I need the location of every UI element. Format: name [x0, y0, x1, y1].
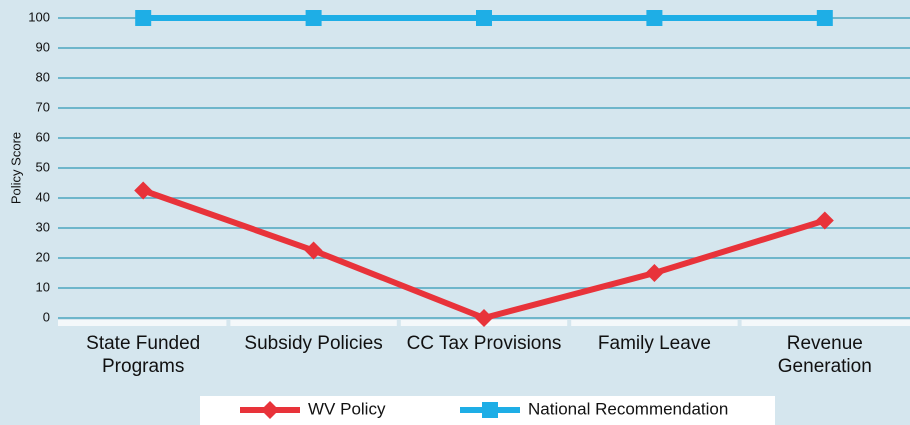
x-axis-separator [567, 320, 572, 326]
point [305, 10, 322, 26]
point [815, 211, 834, 230]
x-tick-label: CC Tax Provisions [406, 333, 562, 354]
y-tick-label: 30 [36, 219, 50, 234]
legend-label: WV Policy [308, 399, 386, 418]
x-axis-separator [396, 320, 401, 326]
point [476, 10, 492, 26]
point [646, 10, 663, 26]
y-tick-label: 60 [36, 129, 50, 144]
y-tick-label: 20 [36, 249, 50, 264]
x-tick-label: Family Leave [597, 333, 711, 354]
point [482, 402, 498, 418]
legend-label: National Recommendation [528, 399, 728, 418]
point [304, 241, 323, 260]
x-axis-separator [226, 320, 231, 326]
point [475, 309, 493, 327]
point [261, 401, 279, 419]
point [816, 10, 833, 26]
y-tick-label: 0 [43, 309, 50, 324]
point [645, 264, 664, 282]
series-line [142, 187, 826, 322]
y-tick-label: 10 [36, 279, 50, 294]
point [134, 181, 153, 200]
y-tick-label: 50 [36, 159, 50, 174]
y-axis-label: Policy Score [8, 132, 23, 204]
y-tick-label: 80 [36, 69, 50, 84]
x-tick-label: Subsidy Policies [244, 333, 383, 354]
x-tick-label: Revenue Generation [777, 333, 872, 377]
y-tick-label: 100 [28, 9, 50, 24]
y-tick-label: 70 [36, 99, 50, 114]
y-tick-label: 90 [36, 39, 50, 54]
y-tick-label: 40 [36, 189, 50, 204]
point [135, 10, 152, 26]
x-axis-separator [737, 320, 742, 326]
x-tick-label: State Funded Programs [86, 333, 201, 377]
